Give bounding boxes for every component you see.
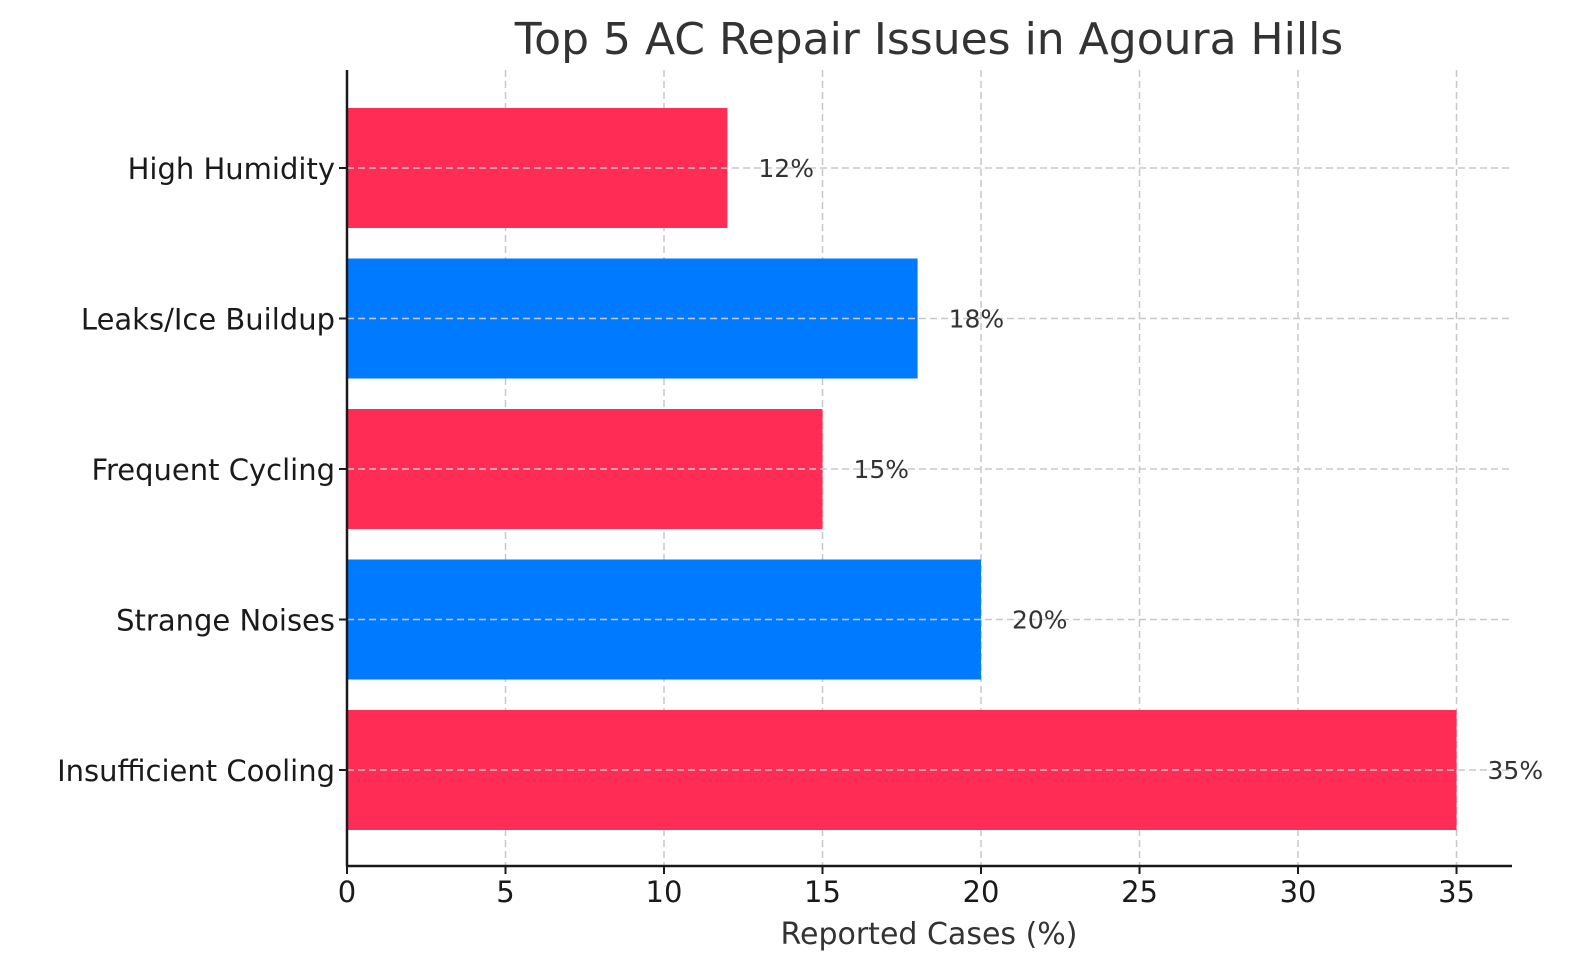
tick-labels: 0 5 10 15 20 25 30 35 Insufficient Cooling Strang… bbox=[57, 152, 1475, 909]
x-tick-label: 15 bbox=[804, 875, 841, 909]
y-tick-label: High Humidity bbox=[128, 152, 335, 186]
data-label: 12% bbox=[758, 154, 814, 183]
data-label: 20% bbox=[1012, 606, 1068, 635]
x-tick-label: 30 bbox=[1280, 875, 1317, 909]
data-label: 35% bbox=[1488, 756, 1544, 785]
y-tick-label: Strange Noises bbox=[116, 604, 335, 638]
y-tick-label: Frequent Cycling bbox=[91, 453, 335, 487]
data-labels: 35% 20% 15% 18% 12% bbox=[758, 154, 1543, 785]
data-label: 15% bbox=[854, 455, 910, 484]
y-tick-label: Leaks/Ice Buildup bbox=[81, 303, 335, 337]
x-axis-label: Reported Cases (%) bbox=[781, 917, 1078, 952]
data-label: 18% bbox=[949, 305, 1005, 334]
x-tick-label: 25 bbox=[1121, 875, 1158, 909]
bar bbox=[347, 559, 982, 680]
x-tick-label: 35 bbox=[1438, 875, 1475, 909]
y-tick-label: Insufficient Cooling bbox=[57, 754, 335, 788]
x-tick-label: 5 bbox=[496, 875, 514, 909]
x-tick-label: 0 bbox=[338, 875, 356, 909]
x-tick-label: 20 bbox=[963, 875, 1000, 909]
axes bbox=[339, 70, 1512, 874]
x-tick-label: 10 bbox=[646, 875, 683, 909]
chart-title: Top 5 AC Repair Issues in Agoura Hills bbox=[514, 14, 1343, 65]
